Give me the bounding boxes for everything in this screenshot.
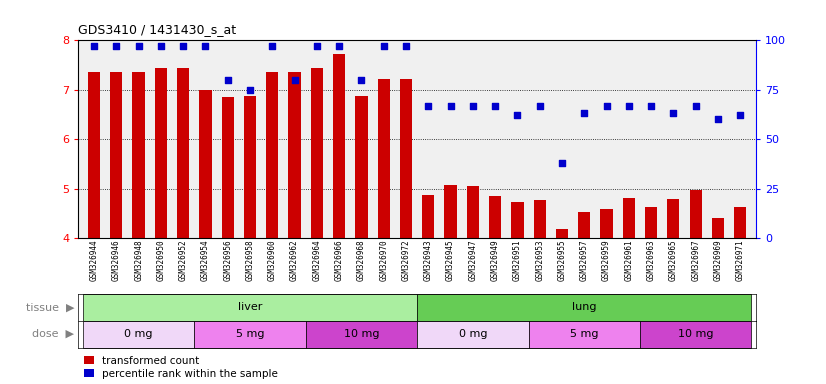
Point: [444, 103, 457, 109]
Bar: [422, 195, 434, 238]
Bar: [417, 294, 752, 321]
Bar: [154, 68, 167, 238]
Bar: [266, 73, 278, 238]
Bar: [489, 196, 501, 238]
Bar: [110, 73, 122, 238]
Point: [244, 87, 257, 93]
Text: 5 mg: 5 mg: [570, 329, 599, 339]
Text: dose  ▶: dose ▶: [32, 329, 74, 339]
Bar: [377, 79, 390, 238]
Text: 10 mg: 10 mg: [678, 329, 714, 339]
Point: [132, 43, 145, 49]
Text: 10 mg: 10 mg: [344, 329, 379, 339]
Bar: [177, 68, 189, 238]
Legend: transformed count, percentile rank within the sample: transformed count, percentile rank withi…: [83, 356, 278, 379]
Text: lung: lung: [572, 302, 596, 312]
Bar: [601, 209, 613, 238]
Bar: [132, 73, 145, 238]
Point: [311, 43, 324, 49]
Point: [466, 103, 479, 109]
Point: [421, 103, 434, 109]
Point: [177, 43, 190, 49]
Bar: [556, 229, 568, 238]
Point: [333, 43, 346, 49]
Point: [533, 103, 546, 109]
Point: [510, 113, 524, 119]
Point: [88, 43, 101, 49]
Bar: [83, 321, 194, 348]
Point: [733, 113, 747, 119]
Bar: [244, 96, 256, 238]
Bar: [83, 294, 417, 321]
Bar: [417, 321, 529, 348]
Bar: [306, 321, 417, 348]
Point: [154, 43, 168, 49]
Point: [288, 77, 301, 83]
Bar: [194, 321, 306, 348]
Point: [689, 103, 702, 109]
Bar: [623, 197, 635, 238]
Point: [488, 103, 501, 109]
Bar: [333, 54, 345, 238]
Text: GDS3410 / 1431430_s_at: GDS3410 / 1431430_s_at: [78, 23, 236, 36]
Point: [377, 43, 391, 49]
Point: [355, 77, 368, 83]
Point: [711, 116, 724, 122]
Bar: [511, 202, 524, 238]
Bar: [311, 68, 323, 238]
Bar: [529, 321, 640, 348]
Point: [600, 103, 613, 109]
Point: [667, 111, 680, 117]
Text: 5 mg: 5 mg: [235, 329, 264, 339]
Bar: [534, 200, 546, 238]
Bar: [88, 73, 100, 238]
Point: [266, 43, 279, 49]
Bar: [690, 190, 702, 238]
Text: tissue  ▶: tissue ▶: [26, 302, 74, 312]
Text: 0 mg: 0 mg: [458, 329, 487, 339]
Bar: [355, 96, 368, 238]
Point: [577, 111, 591, 117]
Bar: [444, 185, 457, 238]
Bar: [400, 79, 412, 238]
Bar: [640, 321, 752, 348]
Point: [555, 160, 568, 166]
Bar: [221, 97, 234, 238]
Point: [400, 43, 413, 49]
Point: [622, 103, 635, 109]
Bar: [288, 73, 301, 238]
Bar: [578, 212, 591, 238]
Bar: [734, 207, 747, 238]
Bar: [667, 199, 680, 238]
Text: 0 mg: 0 mg: [125, 329, 153, 339]
Bar: [712, 218, 724, 238]
Bar: [645, 207, 657, 238]
Point: [221, 77, 235, 83]
Bar: [199, 90, 211, 238]
Point: [199, 43, 212, 49]
Bar: [467, 186, 479, 238]
Point: [110, 43, 123, 49]
Text: liver: liver: [238, 302, 262, 312]
Point: [644, 103, 657, 109]
